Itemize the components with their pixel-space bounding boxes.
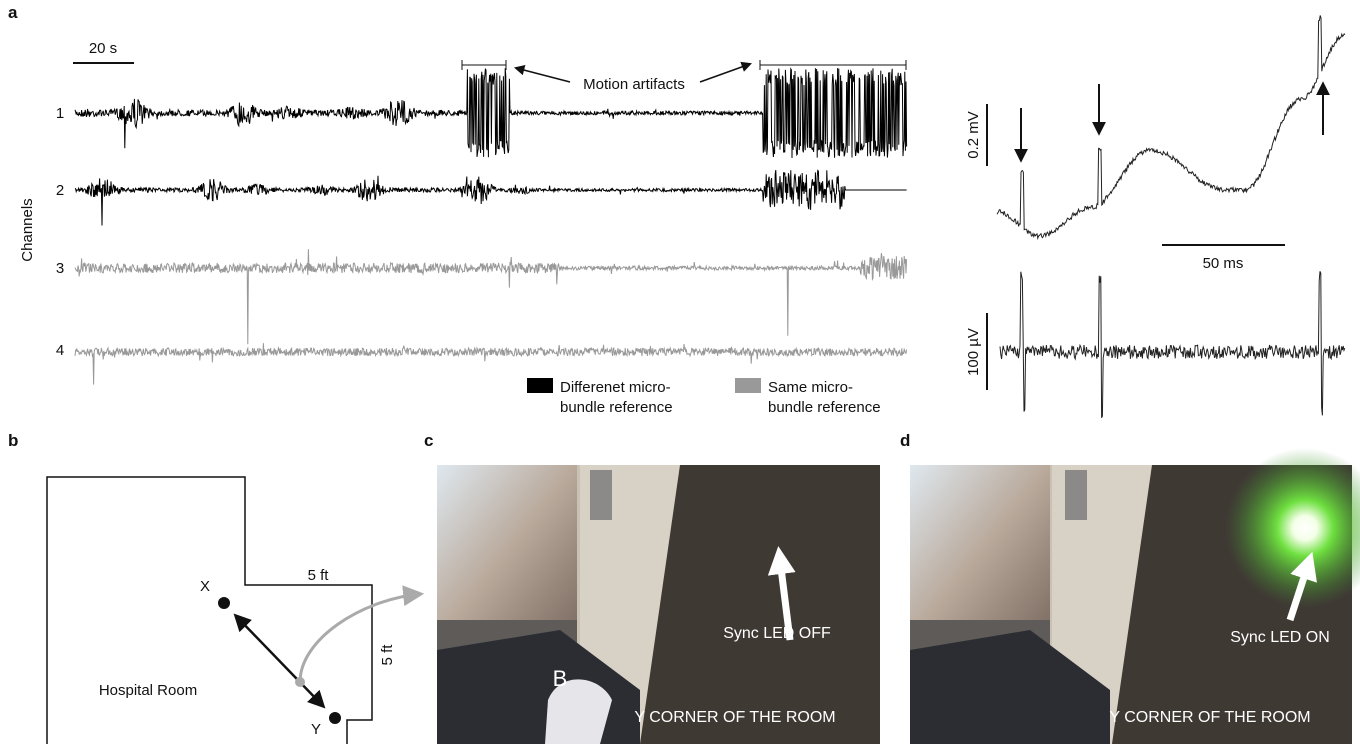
legend-swatch <box>735 378 761 393</box>
channel-label: 3 <box>56 260 64 277</box>
arrow <box>516 68 570 82</box>
annotation: Motion artifacts <box>583 76 685 93</box>
room-label: Hospital Room <box>99 682 197 699</box>
legend: Differenet micro-bundle reference Same mi… <box>527 378 881 416</box>
room-outline <box>47 477 372 744</box>
axis-label: Channels <box>19 198 36 261</box>
traces <box>75 15 1345 417</box>
artifact-bracket <box>462 60 906 70</box>
figure: a 20 s Motion artifacts Channels 1 2 3 4… <box>0 0 1360 744</box>
legend-label: bundle reference <box>560 399 673 416</box>
caption: Sync LED OFF <box>723 625 831 642</box>
point-label: X <box>200 578 210 595</box>
channel-label: 2 <box>56 182 64 199</box>
page: {"panels":{ "a":{"label":"a","scale_bar"… <box>0 0 1360 744</box>
trace <box>75 249 907 344</box>
caption: Sync LED ON <box>1230 629 1330 646</box>
arrow <box>236 616 323 706</box>
photo <box>910 448 1360 744</box>
trace <box>997 15 1345 238</box>
panel-label: a <box>8 3 18 22</box>
legend-label: Same micro- <box>768 379 853 396</box>
dimension: 5 ft <box>308 567 330 584</box>
panel-label: d <box>900 431 910 450</box>
scale-label: 0.2 mV <box>965 111 982 159</box>
trace <box>1000 271 1345 418</box>
channel-label: 1 <box>56 105 64 122</box>
dimension: 5 ft <box>379 644 396 666</box>
point <box>295 677 305 687</box>
point <box>329 712 341 724</box>
legend-swatch <box>527 378 553 393</box>
arrow <box>700 64 750 82</box>
legend-label: bundle reference <box>768 399 881 416</box>
scale-label: 100 µV <box>965 328 982 376</box>
panel-label: b <box>8 431 18 450</box>
mark: B <box>553 666 568 691</box>
scale-label: 50 ms <box>1203 255 1244 272</box>
caption: Y CORNER OF THE ROOM <box>634 709 835 726</box>
arrow <box>300 594 420 682</box>
legend-label: Differenet micro- <box>560 379 671 396</box>
point-label: Y <box>311 721 321 738</box>
trace <box>75 170 907 225</box>
channel-label: 4 <box>56 342 64 359</box>
point <box>218 597 230 609</box>
trace <box>75 68 907 158</box>
panel-label: c <box>424 431 433 450</box>
scale-label: 20 s <box>89 40 117 57</box>
caption: Y CORNER OF THE ROOM <box>1109 709 1310 726</box>
photo <box>437 465 880 744</box>
